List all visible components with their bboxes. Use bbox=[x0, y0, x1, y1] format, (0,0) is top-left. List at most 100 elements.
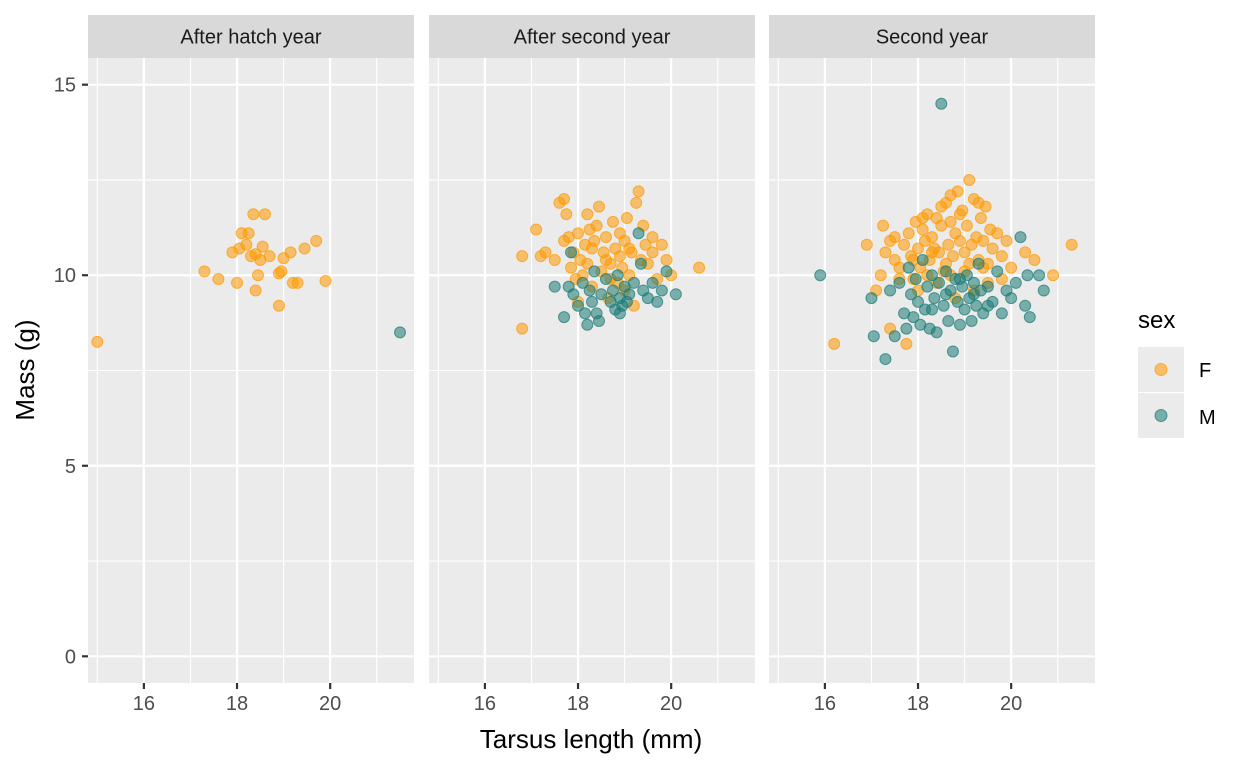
data-point bbox=[599, 253, 612, 266]
data-point bbox=[916, 212, 929, 225]
data-point bbox=[595, 288, 608, 301]
legend-point-f bbox=[1154, 363, 1168, 376]
legend: sex F M bbox=[1138, 307, 1216, 438]
x-tick-label: 16 bbox=[133, 693, 155, 715]
data-point bbox=[970, 299, 983, 312]
data-point bbox=[599, 273, 612, 286]
data-point bbox=[991, 227, 1004, 240]
data-point bbox=[646, 276, 659, 289]
data-point bbox=[926, 303, 938, 316]
data-point bbox=[599, 231, 612, 244]
data-point bbox=[558, 311, 571, 324]
data-point bbox=[888, 330, 901, 343]
legend-title: sex bbox=[1138, 307, 1175, 334]
data-point bbox=[972, 257, 985, 270]
data-point bbox=[1047, 269, 1060, 282]
data-point bbox=[942, 314, 955, 327]
data-point bbox=[258, 208, 271, 221]
panels-layer: After hatch year After second year Second … bbox=[88, 15, 1095, 683]
data-point bbox=[926, 231, 938, 244]
data-point bbox=[263, 250, 276, 263]
y-axis: 0 5 10 15 bbox=[54, 75, 88, 668]
data-point bbox=[669, 288, 682, 301]
data-point bbox=[912, 295, 925, 308]
data-point bbox=[935, 97, 948, 110]
data-point bbox=[212, 273, 225, 286]
facet-panel-second-year: Second year bbox=[769, 15, 1095, 683]
data-point bbox=[516, 322, 529, 335]
data-point bbox=[240, 238, 253, 251]
data-point bbox=[613, 307, 626, 320]
data-point bbox=[579, 307, 592, 320]
data-point bbox=[905, 288, 918, 301]
data-point bbox=[655, 238, 668, 251]
data-point bbox=[900, 322, 913, 335]
data-point bbox=[884, 234, 897, 247]
data-point bbox=[900, 337, 913, 350]
x-axis-title: Tarsus length (mm) bbox=[480, 724, 703, 754]
data-point bbox=[893, 276, 906, 289]
data-point bbox=[256, 240, 269, 253]
facet-panel-after-hatch-year: After hatch year bbox=[88, 15, 414, 683]
y-tick-label: 0 bbox=[65, 646, 76, 668]
data-point bbox=[655, 284, 668, 297]
data-point bbox=[548, 280, 561, 293]
data-point bbox=[944, 215, 957, 228]
data-point bbox=[298, 242, 311, 255]
data-point bbox=[932, 276, 945, 289]
data-point bbox=[620, 212, 633, 225]
data-point bbox=[634, 257, 647, 270]
data-point bbox=[916, 253, 929, 266]
data-point bbox=[586, 295, 598, 308]
data-point bbox=[534, 250, 547, 263]
data-point bbox=[951, 295, 964, 308]
data-point bbox=[902, 261, 915, 274]
data-point bbox=[558, 234, 571, 247]
y-tick-label: 5 bbox=[65, 456, 76, 478]
data-point bbox=[1005, 292, 1018, 305]
data-point bbox=[879, 353, 892, 366]
data-point bbox=[1019, 299, 1032, 312]
data-point bbox=[565, 261, 578, 274]
data-point bbox=[977, 234, 990, 247]
data-point bbox=[592, 314, 605, 327]
x-tick-label: 16 bbox=[814, 693, 836, 715]
data-point bbox=[867, 330, 880, 343]
data-point bbox=[965, 314, 978, 327]
series-f bbox=[91, 208, 332, 348]
data-point bbox=[394, 326, 407, 339]
data-point bbox=[981, 280, 994, 293]
data-point bbox=[1000, 234, 1013, 247]
data-point bbox=[884, 284, 897, 297]
x-tick-label: 16 bbox=[474, 693, 496, 715]
data-point bbox=[560, 208, 573, 221]
data-point bbox=[646, 231, 659, 244]
data-point bbox=[963, 173, 976, 186]
data-point bbox=[942, 238, 955, 251]
data-point bbox=[623, 288, 636, 301]
data-point bbox=[953, 273, 966, 286]
data-point bbox=[935, 200, 948, 213]
data-point bbox=[581, 257, 594, 270]
data-point bbox=[581, 318, 594, 331]
series-m bbox=[548, 227, 682, 331]
data-point bbox=[953, 208, 966, 221]
data-point bbox=[310, 234, 323, 247]
data-point bbox=[1021, 269, 1034, 282]
data-point bbox=[921, 280, 934, 293]
data-point bbox=[972, 196, 985, 209]
data-point bbox=[1037, 284, 1050, 297]
data-point bbox=[926, 269, 938, 282]
data-point bbox=[693, 261, 706, 274]
data-point bbox=[639, 238, 652, 251]
data-point bbox=[1019, 246, 1032, 259]
data-point bbox=[1005, 261, 1018, 274]
x-axis: 16 18 20 16 18 20 16 18 20 bbox=[133, 683, 1022, 715]
data-point bbox=[613, 250, 626, 263]
data-point bbox=[576, 276, 589, 289]
data-point bbox=[944, 189, 957, 202]
x-tick-label: 20 bbox=[660, 693, 682, 715]
data-point bbox=[630, 196, 643, 209]
data-point bbox=[231, 276, 244, 289]
data-point bbox=[986, 242, 999, 255]
